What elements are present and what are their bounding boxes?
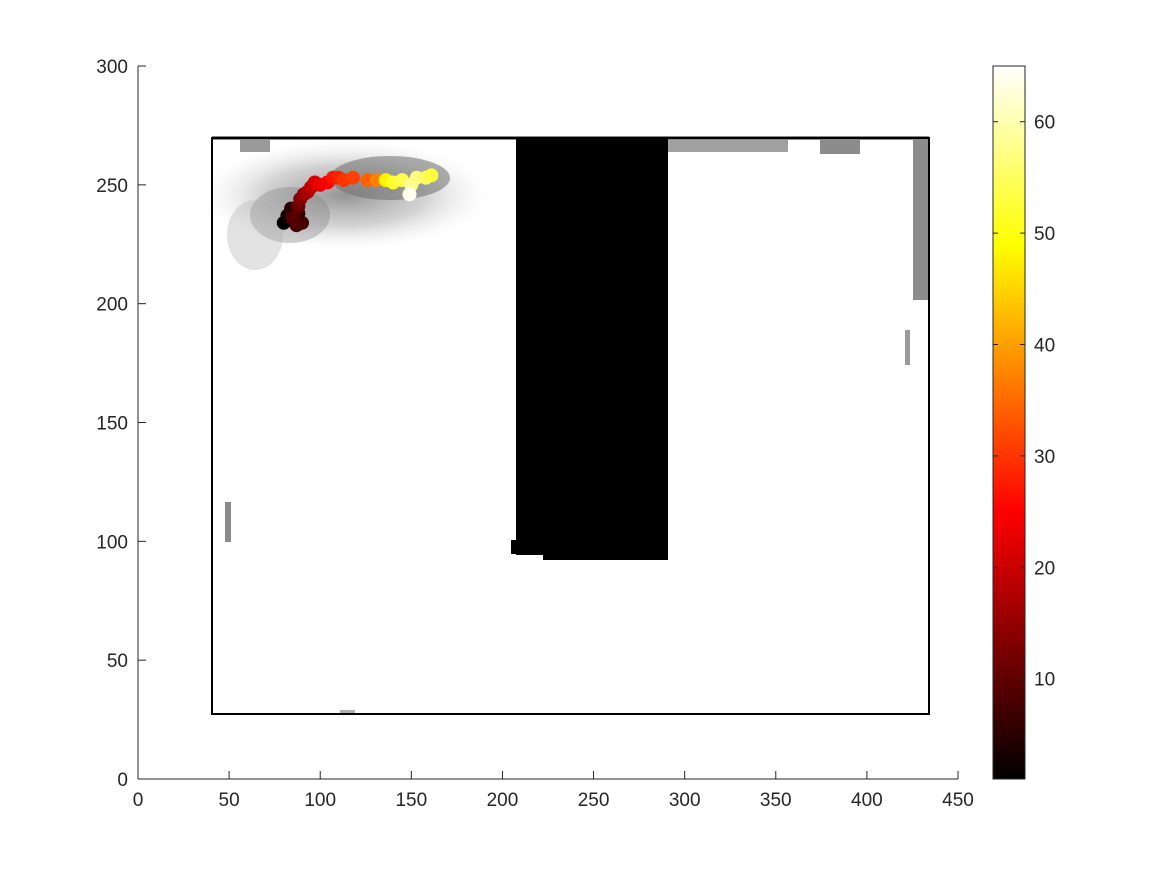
trajectory-points bbox=[276, 168, 439, 233]
occupancy-edge bbox=[340, 710, 355, 714]
colorbar-tick-label: 10 bbox=[1034, 670, 1055, 691]
x-tick-label: 400 bbox=[851, 790, 883, 811]
occupancy-edge bbox=[820, 140, 860, 154]
occupancy-edge bbox=[668, 140, 788, 152]
occupied-block-step bbox=[511, 540, 543, 554]
trajectory-point bbox=[424, 168, 439, 183]
x-tick-label: 350 bbox=[760, 790, 792, 811]
y-tick-label: 0 bbox=[117, 770, 128, 791]
trajectory-point bbox=[285, 211, 300, 226]
y-tick-label: 200 bbox=[96, 295, 128, 316]
colorbar-tick-label: 20 bbox=[1034, 558, 1055, 579]
x-tick-label: 250 bbox=[578, 790, 610, 811]
y-tick-label: 100 bbox=[96, 532, 128, 553]
y-tick-label: 250 bbox=[96, 176, 128, 197]
y-tick-label: 50 bbox=[107, 651, 128, 672]
occupancy-edge bbox=[225, 502, 231, 542]
trajectory-point bbox=[402, 187, 417, 202]
occupancy-edge bbox=[905, 330, 910, 365]
colorbar-tick-label: 60 bbox=[1034, 113, 1055, 134]
colorbar bbox=[992, 65, 1026, 780]
x-tick-label: 200 bbox=[487, 790, 519, 811]
y-tick-label: 150 bbox=[96, 414, 128, 435]
x-tick-label: 50 bbox=[219, 790, 240, 811]
arena-outline bbox=[211, 137, 930, 715]
x-tick-label: 150 bbox=[395, 790, 427, 811]
colorbar-ticks: 10 20 30 40 50 60 bbox=[993, 113, 1055, 691]
occupied-block bbox=[516, 138, 668, 555]
occupancy-edge bbox=[913, 140, 929, 300]
x-tick-label: 0 bbox=[133, 790, 144, 811]
y-ticks: 0 50 100 150 200 250 300 bbox=[96, 57, 146, 791]
colorbar-tick-label: 40 bbox=[1034, 336, 1055, 357]
colorbar-tick-label: 30 bbox=[1034, 447, 1055, 468]
x-tick-label: 100 bbox=[304, 790, 336, 811]
occupied-block-edge bbox=[543, 555, 668, 560]
occupancy-smudge bbox=[227, 200, 283, 270]
x-ticks: 0 50 100 150 200 250 300 350 400 450 bbox=[133, 771, 974, 811]
colorbar-tick-label: 50 bbox=[1034, 224, 1055, 245]
occupancy-edge bbox=[240, 140, 270, 152]
x-tick-label: 300 bbox=[669, 790, 701, 811]
x-tick-label: 450 bbox=[942, 790, 974, 811]
trajectory-point bbox=[346, 170, 361, 185]
y-tick-label: 300 bbox=[96, 57, 128, 78]
